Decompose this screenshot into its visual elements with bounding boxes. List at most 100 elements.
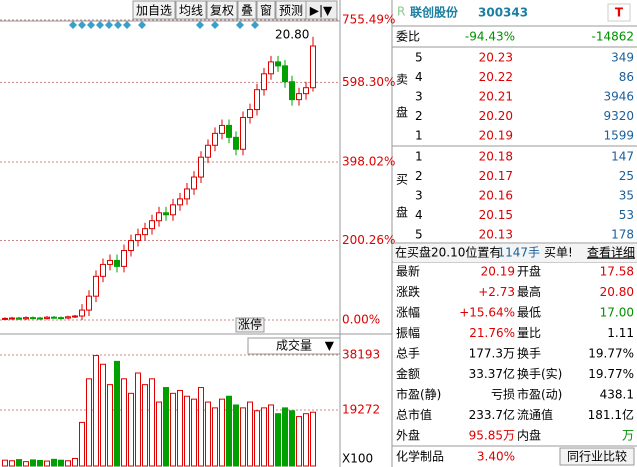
stat-value: 20.80 (600, 285, 634, 299)
level-volume: 86 (619, 70, 634, 84)
candle-body (156, 212, 162, 222)
candle-body (289, 81, 295, 101)
volume-bar (296, 416, 302, 467)
event-icon[interactable] (105, 21, 113, 29)
candle-body (184, 188, 190, 200)
volume-bar (184, 395, 190, 467)
event-icon[interactable] (78, 21, 86, 29)
event-icon[interactable] (236, 21, 244, 29)
notice-link: 查看详细 (587, 245, 635, 260)
stat-label: 内盘 (517, 428, 541, 443)
candle-body (219, 124, 225, 134)
candle-body (170, 204, 176, 216)
candle-body (233, 136, 239, 150)
level-index: 2 (415, 169, 423, 183)
marker-label: 涨停 (238, 317, 262, 332)
level-index: 1 (415, 150, 423, 164)
volume-bar (233, 404, 239, 467)
event-icon[interactable] (138, 21, 146, 29)
level-price: 20.20 (479, 109, 513, 123)
volume-bar (79, 421, 85, 467)
toolbar-button[interactable] (132, 0, 176, 20)
event-icon[interactable] (211, 21, 219, 29)
side-label: 盘 (396, 205, 408, 220)
volume-bar (240, 407, 246, 467)
volume-bar (93, 355, 99, 467)
toolbar-button[interactable] (175, 0, 207, 20)
stat-value: 33.37亿 (469, 366, 515, 381)
volume-bar (156, 401, 162, 467)
t-letter: T (615, 6, 624, 20)
event-icon[interactable] (96, 21, 104, 29)
volume-bar (107, 384, 113, 467)
volume-bar (310, 411, 316, 467)
candle-body (268, 61, 274, 75)
candle-body (191, 176, 197, 190)
commission-label: 委比 (396, 30, 420, 44)
event-icon[interactable] (87, 21, 95, 29)
level-index: 3 (415, 90, 423, 104)
volume-bar (2, 459, 8, 467)
toolbar-button[interactable] (256, 0, 276, 20)
marker-box (235, 317, 265, 333)
stat-value: 95.85万 (469, 429, 515, 443)
event-icon[interactable] (196, 21, 204, 29)
volume-bar (247, 401, 253, 467)
candle-body (16, 317, 22, 320)
volume-bar (37, 459, 43, 467)
t-icon[interactable] (607, 3, 631, 22)
y-tick-label: 398.02% (342, 154, 395, 168)
volume-bar (121, 378, 127, 467)
toolbar-button[interactable] (237, 0, 257, 20)
candle-body (177, 198, 183, 206)
stat-label: 换手(实) (517, 366, 562, 381)
event-icon[interactable] (123, 21, 131, 29)
commission-diff: -14862 (591, 30, 634, 44)
y-tick-label: 200.26% (342, 233, 395, 247)
event-icon[interactable] (114, 21, 122, 29)
level-volume: 349 (611, 51, 634, 65)
stat-label: 换手 (517, 347, 541, 361)
level-volume: 1599 (603, 129, 634, 143)
volume-bar (212, 407, 218, 467)
stat-value: 19.77% (588, 367, 634, 381)
y-tick-label: 598.30% (342, 75, 395, 89)
level-index: 4 (415, 208, 423, 222)
notice-text: 买单! (544, 246, 573, 260)
volume-unit: X100 (342, 452, 373, 466)
level-index: 1 (415, 129, 423, 143)
volume-bar (16, 459, 22, 467)
volume-bar (72, 457, 78, 467)
commission-ratio: -94.43% (465, 30, 515, 44)
candle-body (275, 61, 281, 67)
toolbar-button[interactable] (206, 0, 238, 20)
candle-body (79, 309, 85, 317)
candle-body (282, 65, 288, 83)
stat-label: 市盈(动) (517, 387, 562, 402)
stat-value: 17.58 (600, 265, 634, 279)
level-volume: 53 (619, 208, 634, 222)
level-volume: 3946 (603, 90, 634, 104)
stat-value: 21.76% (469, 326, 515, 340)
toolbar-button[interactable] (275, 0, 307, 20)
toolbar-label: 加自选 (136, 4, 172, 18)
volume-bar (114, 360, 120, 467)
stat-value: 20.19 (481, 265, 515, 279)
select-arrow: ▼ (325, 339, 335, 353)
compare-button[interactable] (559, 447, 635, 466)
toolbar-label: 复权 (210, 4, 234, 18)
stat-label: 市盈(静) (396, 387, 441, 402)
toolbar-label: 预测 (279, 4, 303, 18)
side-label: 盘 (396, 105, 408, 120)
stat-label: 涨跌 (396, 284, 420, 299)
candle-body (296, 93, 302, 101)
volume-bar (163, 387, 169, 467)
level-index: 2 (415, 109, 423, 123)
level-index: 5 (415, 51, 423, 65)
indicator-select[interactable] (247, 337, 341, 355)
volume-bar (170, 392, 176, 467)
event-icon[interactable] (251, 21, 259, 29)
stat-value: 438.1 (600, 388, 634, 402)
candle-body (37, 317, 43, 320)
event-icon[interactable] (69, 21, 77, 29)
